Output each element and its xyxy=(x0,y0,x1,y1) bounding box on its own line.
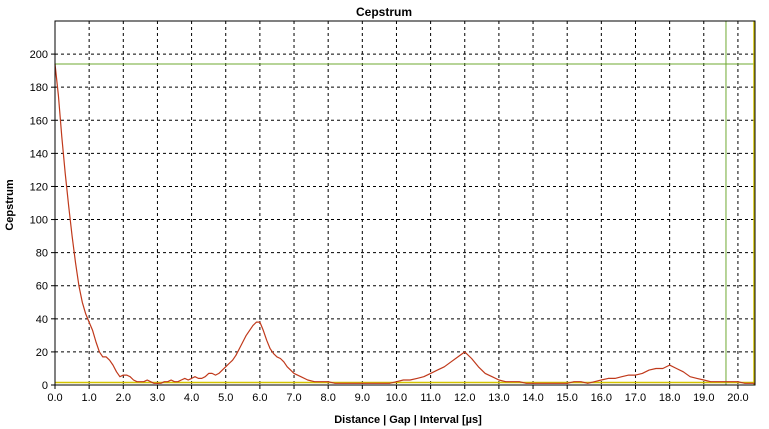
x-tick-label: 13.0 xyxy=(488,392,509,404)
reference-lines xyxy=(55,21,755,385)
x-tick-label: 18.0 xyxy=(659,392,680,404)
y-axis-ticks: 0 20 40 60 80 100 120 140 160 180 200 xyxy=(30,49,55,392)
x-axis-label: Distance | Gap | Interval [µs] xyxy=(334,414,482,426)
y-tick-label: 60 xyxy=(36,281,48,293)
y-tick-label: 40 xyxy=(36,314,48,326)
x-tick-label: 7.0 xyxy=(286,392,301,404)
chart-title: Cepstrum xyxy=(356,5,412,19)
x-tick-label: 17.0 xyxy=(625,392,646,404)
x-tick-label: 15.0 xyxy=(556,392,577,404)
x-tick-label: 0.0 xyxy=(47,392,62,404)
y-tick-label: 140 xyxy=(30,148,48,160)
x-tick-label: 16.0 xyxy=(591,392,612,404)
x-tick-label: 11.0 xyxy=(420,392,441,404)
x-tick-label: 4.0 xyxy=(184,392,199,404)
y-tick-label: 0 xyxy=(42,380,48,392)
y-tick-label: 160 xyxy=(30,115,48,127)
y-tick-label: 100 xyxy=(30,215,48,227)
x-tick-label: 12.0 xyxy=(454,392,475,404)
grid-lines xyxy=(55,21,755,385)
x-axis-ticks: 0.0 1.0 2.0 3.0 4.0 5.0 6.0 7.0 8.0 9.0 10.0 11.0 12… xyxy=(47,385,749,404)
y-axis-label: Cepstrum xyxy=(4,179,16,231)
x-tick-label: 14.0 xyxy=(522,392,543,404)
x-tick-label: 2.0 xyxy=(116,392,131,404)
series-line-0 xyxy=(54,63,755,384)
x-tick-label: 9.0 xyxy=(355,392,370,404)
x-tick-label: 6.0 xyxy=(252,392,267,404)
plot-frame xyxy=(54,20,756,386)
series-layer xyxy=(54,63,755,384)
x-tick-label: 1.0 xyxy=(81,392,96,404)
x-tick-label: 3.0 xyxy=(150,392,165,404)
x-tick-label: 19.0 xyxy=(693,392,714,404)
y-tick-label: 180 xyxy=(30,82,48,94)
y-tick-label: 120 xyxy=(30,181,48,193)
y-tick-label: 80 xyxy=(36,248,48,260)
y-tick-label: 200 xyxy=(30,49,48,61)
x-tick-label: 8.0 xyxy=(321,392,336,404)
y-tick-label: 20 xyxy=(36,347,48,359)
x-tick-label: 20.0 xyxy=(727,392,748,404)
x-tick-label: 10.0 xyxy=(386,392,407,404)
x-tick-label: 5.0 xyxy=(218,392,233,404)
